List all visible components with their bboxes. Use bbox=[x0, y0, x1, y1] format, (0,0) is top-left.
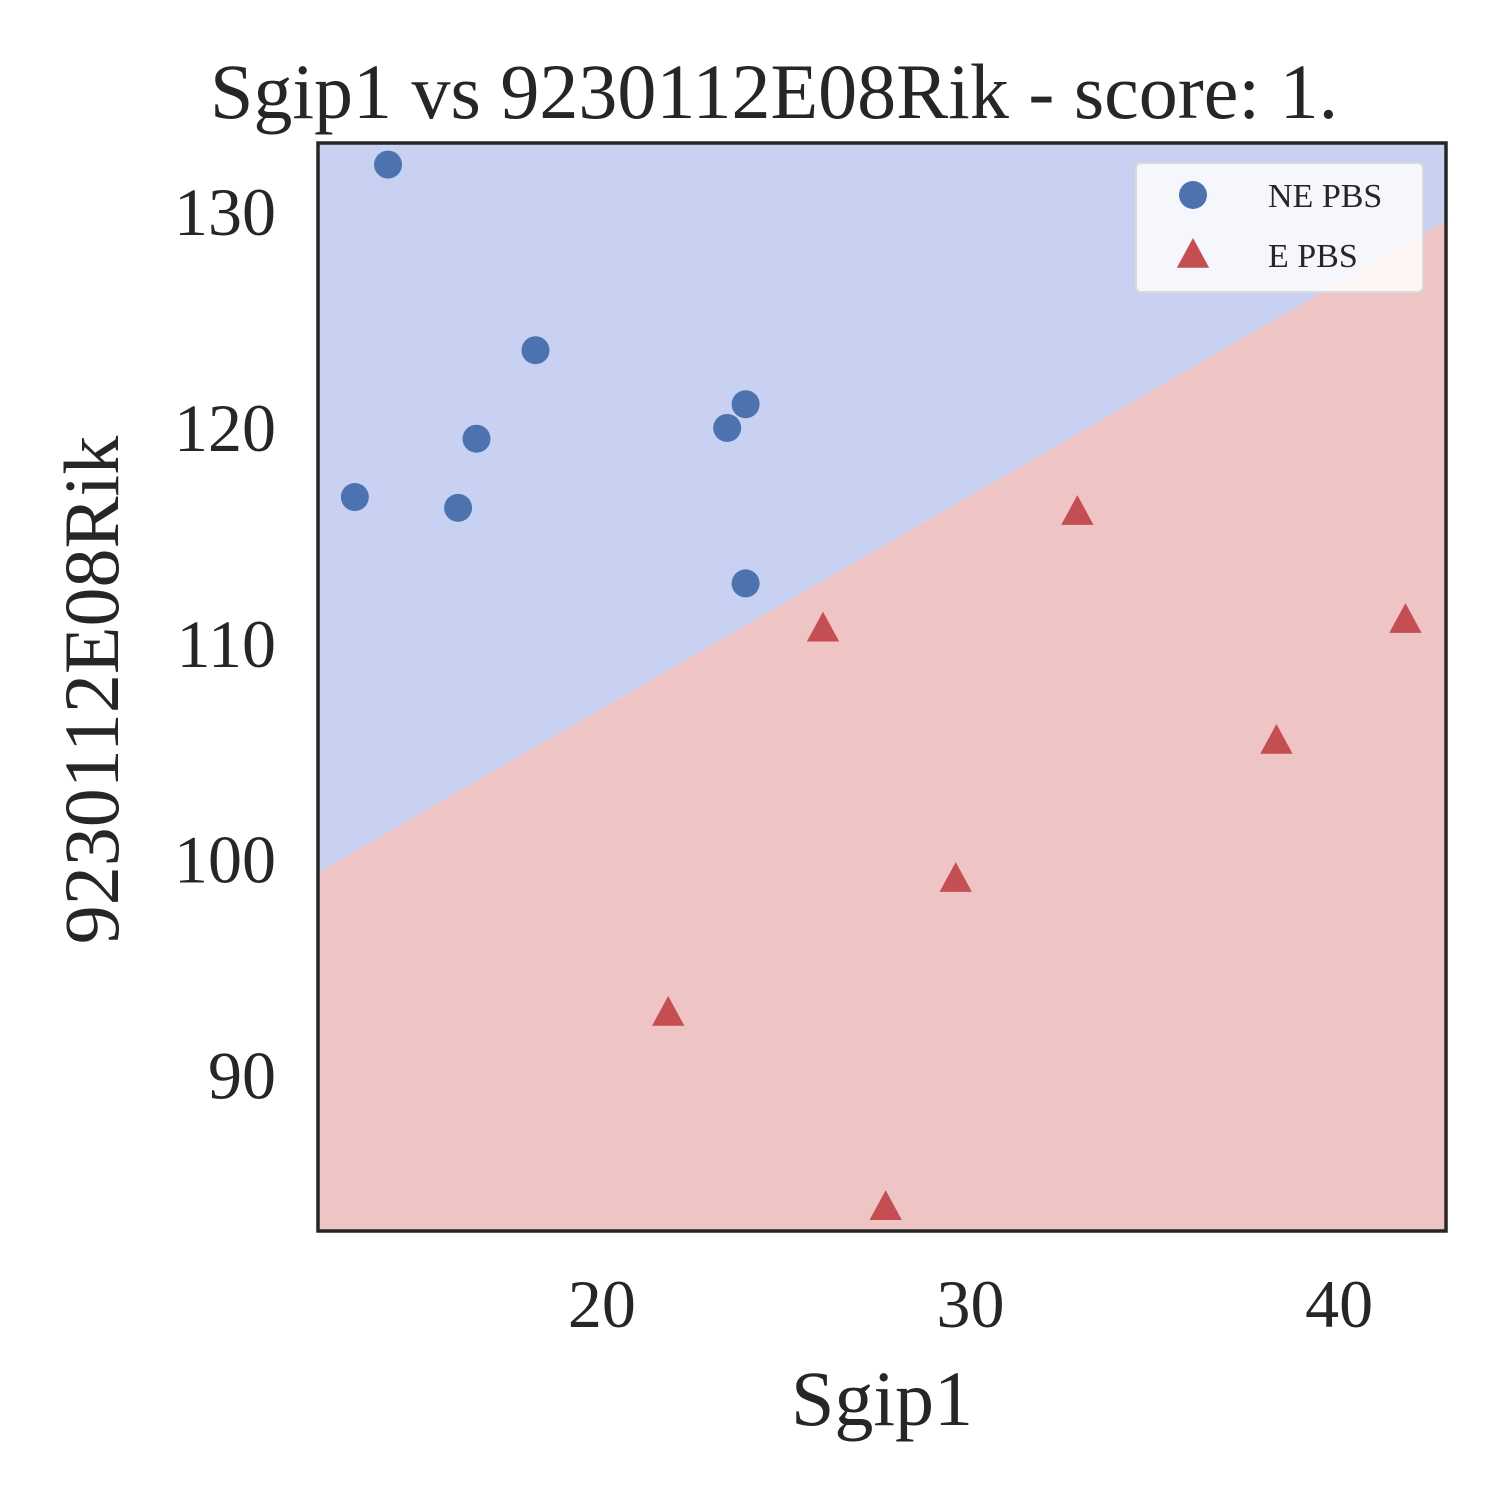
y-tick-label: 110 bbox=[177, 606, 276, 682]
data-point-ne-pbs bbox=[713, 413, 742, 442]
legend-box bbox=[1135, 162, 1424, 293]
chart-title: Sgip1 vs 9230112E08Rik - score: 1. bbox=[210, 48, 1338, 135]
data-point-e-pbs bbox=[939, 862, 972, 892]
data-point-e-pbs bbox=[869, 1190, 902, 1221]
plot-area bbox=[318, 143, 1446, 1231]
x-axis-label: Sgip1 bbox=[791, 1355, 973, 1442]
data-point-e-pbs bbox=[1260, 723, 1293, 754]
data-point-ne-pbs bbox=[521, 336, 550, 365]
data-point-ne-pbs bbox=[340, 483, 369, 512]
legend-marker-e-pbs bbox=[1176, 238, 1210, 268]
data-point-e-pbs bbox=[652, 995, 685, 1026]
y-tick-label: 130 bbox=[174, 174, 276, 250]
plot-frame bbox=[316, 141, 1448, 1233]
y-axis-ticks: 90 100 110 120 130 bbox=[174, 174, 276, 1113]
data-point-ne-pbs bbox=[444, 493, 473, 522]
data-point-e-pbs bbox=[1389, 603, 1422, 633]
data-point-e-pbs bbox=[1061, 495, 1094, 525]
x-tick-label: 20 bbox=[568, 1266, 636, 1342]
decision-region-e-pbs bbox=[318, 220, 1446, 1231]
x-axis-ticks: 20 30 40 bbox=[568, 1266, 1373, 1342]
data-point-ne-pbs bbox=[374, 150, 403, 179]
legend-entries: NE PBS E PBS bbox=[1176, 178, 1382, 275]
x-tick-label: 40 bbox=[1305, 1266, 1373, 1342]
legend-marker-ne-pbs bbox=[1179, 181, 1207, 209]
data-point-ne-pbs bbox=[731, 390, 760, 419]
legend: NE PBS E PBS bbox=[1135, 162, 1424, 293]
y-tick-label: 90 bbox=[208, 1038, 276, 1114]
data-point-ne-pbs bbox=[462, 424, 491, 453]
decision-region-ne-pbs bbox=[318, 143, 1446, 873]
y-tick-label: 120 bbox=[174, 390, 276, 466]
data-point-e-pbs bbox=[806, 611, 840, 642]
data-points bbox=[340, 150, 1422, 1221]
y-tick-label: 100 bbox=[174, 822, 276, 898]
y-axis-label: 9230112E08Rik bbox=[48, 436, 135, 944]
legend-label-ne-pbs: NE PBS bbox=[1268, 178, 1382, 215]
x-tick-label: 30 bbox=[936, 1266, 1004, 1342]
legend-label-e-pbs: E PBS bbox=[1268, 238, 1358, 275]
data-point-ne-pbs bbox=[731, 569, 760, 598]
